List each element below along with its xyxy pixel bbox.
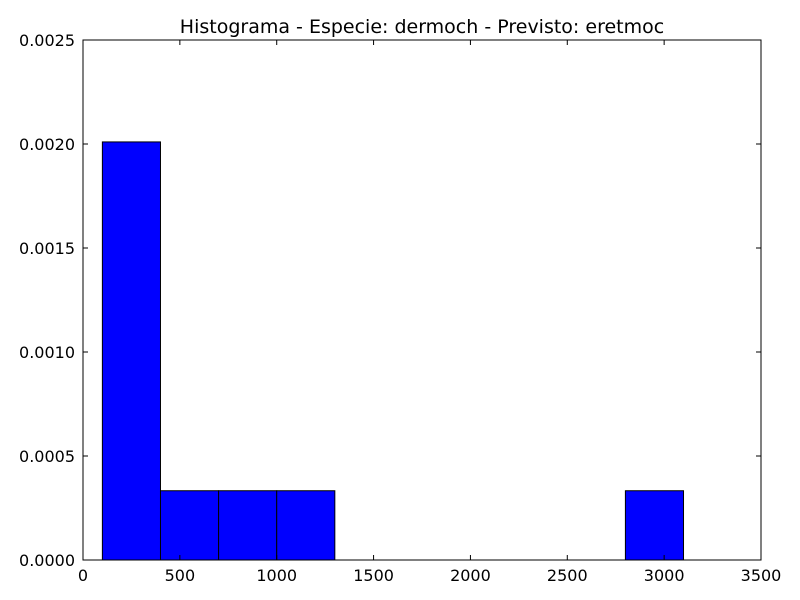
histogram-bar-1 <box>159 490 220 561</box>
histogram-bar-9 <box>624 490 685 561</box>
histogram-bar-2 <box>218 490 278 561</box>
chart-title: Histograma - Especie: dermoch - Previsto… <box>180 16 664 38</box>
x-tick-label-7: 3500 <box>741 566 782 585</box>
plot-frame <box>82 39 762 561</box>
y-tick-label-2: 0.0010 <box>19 343 75 362</box>
y-tick-label-1: 0.0005 <box>19 447 75 466</box>
histogram-bar-3 <box>276 490 336 561</box>
bars-layer <box>101 141 685 561</box>
x-tick-label-2: 1000 <box>256 566 297 585</box>
histogram-bar-0 <box>101 141 161 561</box>
x-tick-label-3: 1500 <box>353 566 394 585</box>
x-tick-label-4: 2000 <box>450 566 491 585</box>
y-tick-label-0: 0.0000 <box>19 551 75 570</box>
y-tick-label-3: 0.0015 <box>19 239 75 258</box>
x-tick-label-1: 500 <box>165 566 196 585</box>
x-tick-label-6: 3000 <box>644 566 685 585</box>
ticks-layer: 0 500 1000 1500 2000 2500 3000 3500 0.0000 0.0005… <box>19 31 781 585</box>
x-tick-label-0: 0 <box>78 566 88 585</box>
y-tick-label-5: 0.0025 <box>19 31 75 50</box>
x-tick-label-5: 2500 <box>547 566 588 585</box>
y-tick-label-4: 0.0020 <box>19 135 75 154</box>
